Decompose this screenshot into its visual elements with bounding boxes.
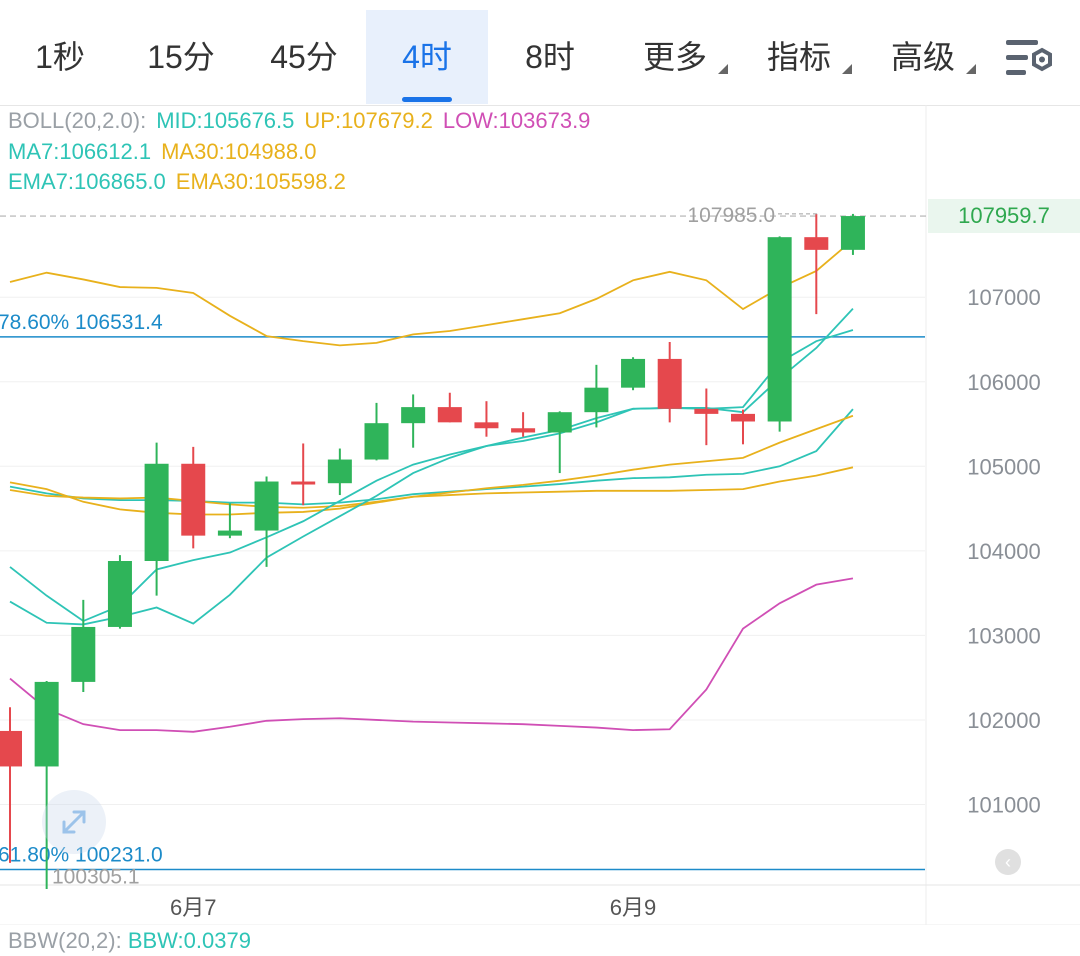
candle-body [107,560,132,627]
boll-up-line [9,239,854,347]
low-price-label: 100305.1 [52,865,140,888]
ma-legend: MA7:106612.1 MA30:104988.0 [8,139,326,165]
tab-4h[interactable]: 4时 [366,10,488,104]
tab-1s[interactable]: 1秒 [10,10,110,104]
ema7-value: EMA7:106865.0 [8,169,166,194]
candle-body [181,463,206,536]
boll-low-line [9,577,854,733]
caret-icon [966,64,976,74]
candle-body [840,216,865,250]
tab-label: 45分 [270,39,338,75]
y-tick-label: 102000 [967,708,1040,733]
candle-body [584,387,609,413]
tab-label: 4时 [402,39,452,75]
tab-45m[interactable]: 45分 [248,10,360,104]
boll-low-value: LOW:103673.9 [442,108,591,133]
expand-icon [62,810,86,834]
ma7-value: MA7:106612.1 [8,139,152,164]
candle-body [731,413,755,422]
candle-body [217,530,242,536]
y-tick-label: 101000 [967,793,1040,818]
high-price-label: 107985.0 [687,204,775,227]
candle-body [144,463,169,561]
tab-label: 高级 [890,39,955,75]
candle-body [511,428,536,433]
tab-more[interactable]: 更多 [636,10,728,104]
x-tick-label: 6月9 [610,895,656,920]
boll-up-value: UP:107679.2 [304,108,433,133]
chevron-left-icon: ‹ [1005,852,1011,872]
ema7-line [9,308,854,623]
bbw-legend: BBW(20,2): BBW:0.0379 [8,928,251,954]
candle-body [694,408,719,414]
candle-body [621,358,646,388]
last-price-tag: 107959.7 [928,199,1080,233]
tab-label: 更多 [642,39,707,75]
bbw-value: BBW:0.0379 [127,928,251,953]
scroll-left-button[interactable]: ‹ [995,849,1021,875]
candle-body [474,422,499,429]
caret-icon [718,64,728,74]
caret-icon [842,64,852,74]
fib-label: 78.60% 106531.4 [0,311,163,334]
candle-body [401,407,426,424]
candle-body [327,459,352,484]
x-tick-label: 6月7 [170,895,216,920]
candle-body [254,481,279,531]
candle-body [291,481,316,485]
candle-body [364,423,389,460]
y-tick-label: 106000 [967,370,1040,395]
boll-name: BOLL(20,2.0): [8,108,147,133]
candle-body [0,730,22,767]
ma30-value: MA30:104988.0 [161,139,317,164]
boll-mid-value: MID:105676.5 [156,108,295,133]
ma30-line [9,466,854,509]
y-tick-label: 105000 [967,454,1040,479]
candle-body [34,681,59,767]
ema-legend: EMA7:106865.0 EMA30:105598.2 [8,169,356,195]
ma7-line [9,329,854,626]
candle-body [547,412,572,433]
tab-label: 指标 [766,39,831,75]
tab-label: 8时 [525,39,575,75]
y-tick-label: 107000 [967,285,1040,310]
bbw-name: BBW(20,2): [8,928,122,953]
settings-sliders-icon[interactable] [1004,36,1056,80]
tab-8h[interactable]: 8时 [498,10,602,104]
candle-body [657,358,682,409]
candle-body [767,237,792,422]
candle-body [437,407,462,423]
y-tick-label: 104000 [967,539,1040,564]
expand-button[interactable] [42,790,106,854]
boll-legend: BOLL(20,2.0): MID:105676.5 UP:107679.2 LOW:… [8,108,600,134]
fib-label: 61.80% 100231.0 [0,844,163,867]
timeframe-tabs: 1秒 15分 45分 4时 8时 更多 指标 高级 [0,0,1080,106]
candlestick-chart[interactable]: 101000 102000 103000 104000 105000 106000 1070… [0,105,1080,925]
tab-label: 15分 [147,39,215,75]
candle-body [71,626,96,682]
tab-indicators[interactable]: 指标 [760,10,852,104]
tab-advanced[interactable]: 高级 [884,10,976,104]
ema30-value: EMA30:105598.2 [175,169,346,194]
tab-15m[interactable]: 15分 [126,10,236,104]
y-tick-label: 103000 [967,623,1040,648]
candle-body [804,237,829,250]
tab-label: 1秒 [35,39,85,75]
